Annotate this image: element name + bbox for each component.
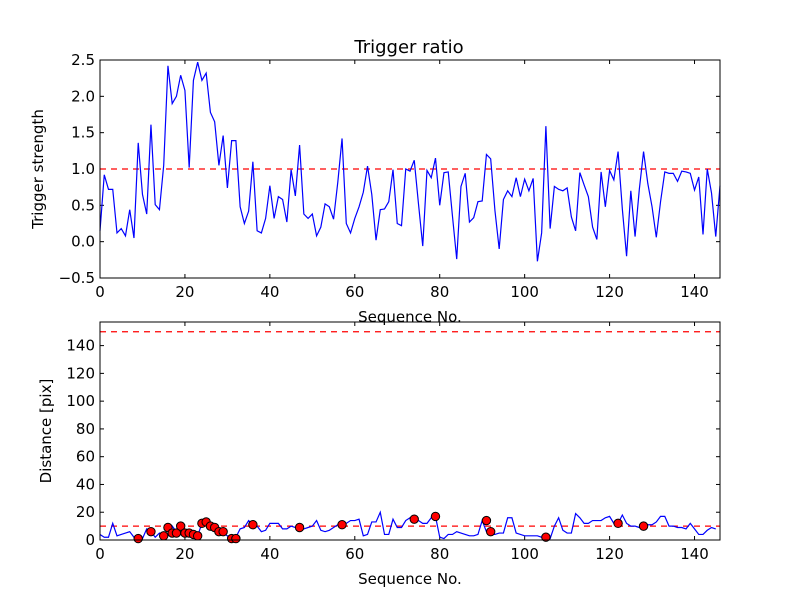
x-tick-label: 140	[680, 545, 709, 563]
trigger-marker	[485, 526, 496, 537]
trigger-marker	[248, 520, 258, 530]
top-x-axis-label: Sequence No.	[358, 308, 462, 326]
x-tick-label: 40	[260, 283, 279, 301]
chart-title: Trigger ratio	[353, 37, 463, 58]
trigger-marker	[409, 514, 419, 524]
x-tick-label: 80	[430, 545, 449, 563]
trigger-marker	[613, 518, 623, 529]
distance-subplot: 0 20 40 60 80 100 120 140 0 20 40 60 80 100 120 140 Seq…	[37, 321, 721, 588]
bottom-y-axis-label: Distance [pix]	[37, 379, 55, 484]
top-y-axis-label: Trigger strength	[29, 109, 47, 230]
y-tick-label: 40	[76, 475, 95, 493]
x-tick-label: 100	[510, 283, 539, 301]
y-tick-label: 100	[66, 392, 95, 410]
y-tick-label: 120	[66, 364, 95, 382]
y-tick-label: 2.5	[71, 51, 95, 69]
y-tick-label: 1.5	[71, 124, 95, 142]
x-tick-label: 0	[95, 283, 105, 301]
trigger-marker	[337, 520, 347, 530]
x-tick-label: 20	[175, 283, 194, 301]
trigger-ratio-subplot: Trigger ratio 0 20 40 60 80 100 120 140−0.50.00…	[29, 37, 721, 326]
y-tick-label: −0.5	[59, 269, 95, 287]
trigger-marker	[638, 521, 649, 531]
trigger-marker	[192, 531, 203, 541]
y-tick-label: 60	[76, 448, 95, 466]
x-tick-label: 60	[345, 545, 364, 563]
trigger-marker	[231, 533, 241, 544]
series-line	[99, 62, 721, 262]
y-tick-label: 0.0	[71, 233, 95, 251]
y-tick-label: 20	[76, 503, 95, 521]
trigger-marker	[175, 521, 186, 531]
trigger-marker	[430, 511, 441, 522]
top-plot-area: 0 20 40 60 80 100 120 140 −0.5 0.0 0.5 1.0 1.5 2.0 2.5	[59, 51, 721, 301]
x-tick-label: 120	[595, 283, 624, 301]
trigger-marker	[541, 532, 551, 542]
x-tick-label: 80	[430, 283, 449, 301]
x-tick-label: 100	[510, 545, 539, 563]
y-tick-label: 0.5	[71, 196, 95, 214]
x-tick-label: 40	[260, 545, 279, 563]
x-tick-label: 20	[175, 545, 194, 563]
top-axes-frame	[99, 59, 721, 279]
y-tick-label: 80	[76, 420, 95, 438]
bottom-x-axis-label: Sequence No.	[358, 570, 462, 588]
y-tick-label: 2.0	[71, 87, 95, 105]
trigger-marker	[218, 526, 228, 537]
y-tick-label: 140	[66, 337, 95, 355]
x-tick-label: 60	[345, 283, 364, 301]
x-tick-label: 140	[680, 283, 709, 301]
trigger-marker	[146, 526, 156, 537]
trigger-marker	[133, 533, 143, 544]
trigger-marker	[294, 522, 305, 533]
bottom-axes-frame	[99, 321, 721, 541]
bottom-plot-area: 0 20 40 60 80 100 120 140 0 20 40 60 80 100 120 140	[66, 322, 720, 563]
trigger-marker	[158, 531, 169, 541]
y-tick-label: 0	[85, 531, 95, 549]
x-tick-label: 0	[95, 545, 105, 563]
x-tick-label: 120	[595, 545, 624, 563]
trigger-marker	[481, 515, 492, 526]
y-tick-label: 1.0	[71, 160, 95, 178]
